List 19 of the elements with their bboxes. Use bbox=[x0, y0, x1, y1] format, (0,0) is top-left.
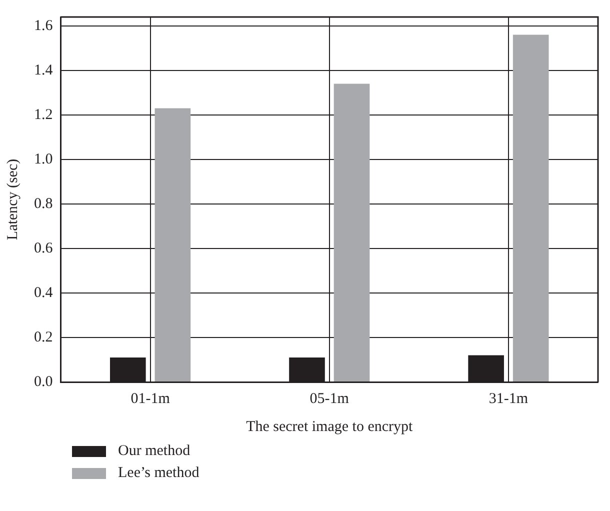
y-tick-label: 1.6 bbox=[34, 18, 54, 34]
y-tick-label: 1.2 bbox=[34, 106, 53, 123]
bar bbox=[154, 108, 191, 382]
y-tick-label: 0.2 bbox=[34, 329, 53, 346]
x-tick-label: 05-1m bbox=[310, 390, 350, 407]
y-tick-label: 0.0 bbox=[34, 374, 53, 390]
legend-label: Our method bbox=[118, 442, 190, 460]
y-tick-label: 0.8 bbox=[34, 196, 53, 212]
bar bbox=[512, 34, 549, 382]
y-axis-title: Latency (sec) bbox=[4, 158, 21, 240]
x-tick-label: 31-1m bbox=[488, 390, 528, 407]
bar bbox=[334, 84, 370, 382]
y-tick-label: 1.0 bbox=[34, 151, 53, 168]
y-tick-label: 0.4 bbox=[34, 284, 54, 301]
legend-label: Lee’s method bbox=[118, 464, 200, 482]
x-axis-title: The secret image to encrypt bbox=[246, 418, 414, 435]
y-tick-label: 1.4 bbox=[34, 62, 54, 78]
x-tick-label: 01-1m bbox=[130, 390, 170, 407]
y-tick-label: 0.6 bbox=[34, 240, 54, 256]
